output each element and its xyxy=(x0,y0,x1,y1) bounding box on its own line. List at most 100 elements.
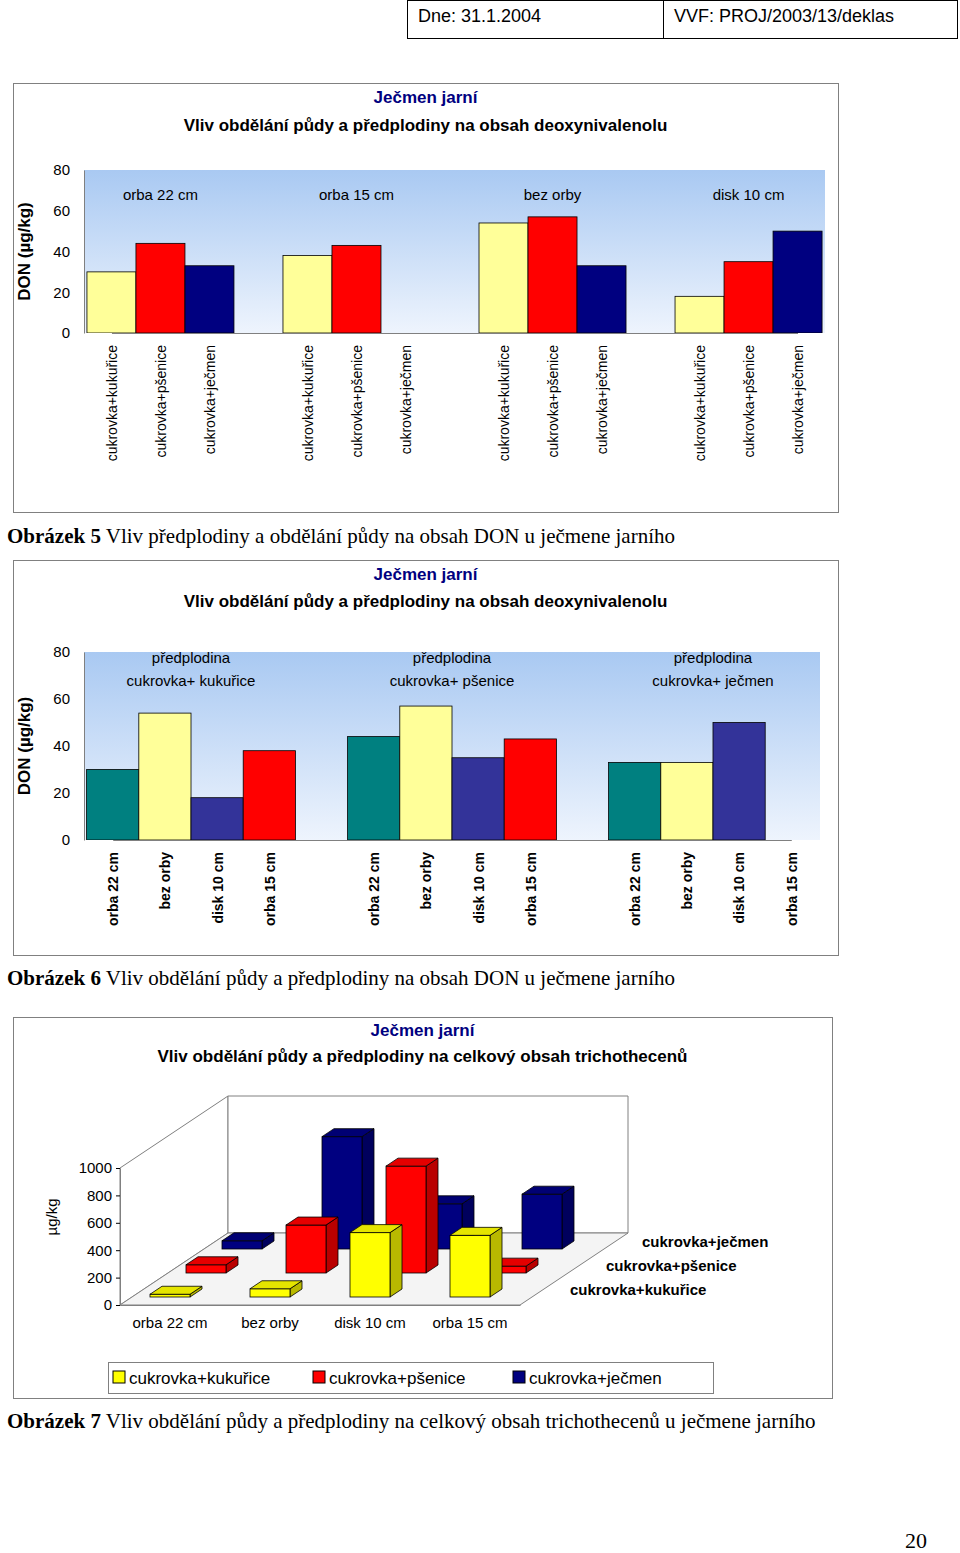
bar xyxy=(348,737,400,840)
axis-line xyxy=(120,1169,121,1306)
annotation-line: cukrovka+ pšenice xyxy=(390,672,515,689)
annotation: předplodinacukrovka+ ječmen xyxy=(652,649,773,689)
tick-label: cukrovka+kukuřice xyxy=(104,345,120,462)
bar-3d xyxy=(250,1281,302,1297)
tick: disk 10 cm xyxy=(210,840,226,924)
tick-label: cukrovka+ječmen xyxy=(594,345,610,454)
x-axis: cukrovka+kukuřice cukrovka+pšenice cukrovk… xyxy=(104,333,806,461)
annotation-line: předplodina xyxy=(152,649,231,666)
bar xyxy=(139,713,191,840)
annotation: předplodinacukrovka+ kukuřice xyxy=(127,649,256,689)
chart-frame xyxy=(14,84,839,513)
bar-top xyxy=(522,1186,574,1194)
bar xyxy=(332,245,381,333)
chart-title: Ječmen jarní xyxy=(374,565,479,584)
header: Dne: 31.1.2004 VVF: PROJ/2003/13/deklas xyxy=(408,1,958,39)
bar xyxy=(191,798,243,840)
tick: disk 10 cm xyxy=(470,840,486,924)
bar xyxy=(286,1225,326,1273)
bar xyxy=(528,217,577,333)
tick: bez orby xyxy=(241,1305,299,1331)
tick-label: 0 xyxy=(62,831,70,848)
series-label: cukrovka+kukuřice xyxy=(570,1281,706,1298)
y-axis: 02004006008001000 xyxy=(79,1159,121,1313)
axis-line xyxy=(112,333,798,334)
tick: cukrovka+ječmen xyxy=(790,333,806,454)
bar-side xyxy=(326,1217,338,1273)
chart: Ječmen jarníVliv obdělání půdy a předplo… xyxy=(14,84,839,513)
annotation: orba 15 cm xyxy=(319,186,394,203)
bar xyxy=(243,751,295,840)
header-box xyxy=(408,1,664,39)
annotation: disk 10 cm xyxy=(713,186,785,203)
tick-label: bez orby xyxy=(418,852,434,910)
tick: 0 xyxy=(104,1296,120,1313)
bar-3d xyxy=(222,1233,274,1249)
bar xyxy=(400,706,452,840)
chart-frame xyxy=(14,561,839,956)
tick-mark xyxy=(116,1168,120,1169)
bar xyxy=(522,1194,562,1249)
tick: orba 22 cm xyxy=(105,840,121,926)
bar-3d xyxy=(286,1217,338,1273)
tick-label: disk 10 cm xyxy=(731,852,747,924)
tick: 80 xyxy=(53,161,84,178)
tick-label: orba 22 cm xyxy=(132,1314,207,1331)
annotations: orba 22 cmorba 15 cmbez orbydisk 10 cm xyxy=(123,186,784,203)
tick-label: 200 xyxy=(87,1269,112,1286)
annotation: bez orby xyxy=(524,186,582,203)
tick: 600 xyxy=(87,1214,120,1231)
tick-label: 600 xyxy=(87,1214,112,1231)
chart: Ječmen jarníVliv obdělání půdy a předplo… xyxy=(14,1018,833,1399)
bar xyxy=(713,723,765,841)
legend-label: cukrovka+ječmen xyxy=(529,1369,662,1388)
bar xyxy=(350,1233,390,1297)
tick-label: bez orby xyxy=(157,852,173,910)
y-axis-title: µg/kg xyxy=(43,1199,60,1236)
tick-label: cukrovka+pšenice xyxy=(741,345,757,458)
caption-text: Vliv předplodiny a obdělání půdy na obsa… xyxy=(106,524,675,548)
tick-label: 1000 xyxy=(79,1159,112,1176)
tick-label: 40 xyxy=(53,737,70,754)
tick-label: 0 xyxy=(104,1296,112,1313)
header-text: VVF: PROJ/2003/13/deklas xyxy=(674,6,894,26)
tick-mark xyxy=(116,1305,120,1306)
tick-label: 80 xyxy=(53,161,70,178)
tick-label: disk 10 cm xyxy=(210,852,226,924)
tick: 0 xyxy=(62,324,84,341)
bar xyxy=(661,762,713,840)
bar-side xyxy=(490,1227,502,1297)
tick: orba 15 cm xyxy=(523,840,539,926)
bar xyxy=(87,770,139,841)
tick: 60 xyxy=(53,202,84,219)
tick-label: cukrovka+pšenice xyxy=(153,345,169,458)
legend-label: cukrovka+kukuřice xyxy=(129,1369,270,1388)
caption-text: Vliv obdělání půdy a předplodiny na celk… xyxy=(106,1409,816,1433)
bar xyxy=(504,739,556,840)
bar-3d xyxy=(450,1227,502,1297)
tick-label: cukrovka+kukuřice xyxy=(692,345,708,462)
tick: cukrovka+ječmen xyxy=(594,333,610,454)
tick-label: 80 xyxy=(53,643,70,660)
bar xyxy=(283,256,332,333)
tick: 60 xyxy=(53,690,84,707)
y-axis-title: DON (µg/kg) xyxy=(15,697,34,796)
plot-area xyxy=(84,652,820,840)
tick: cukrovka+pšenice xyxy=(545,333,561,457)
bar xyxy=(577,266,626,333)
bar xyxy=(186,1265,226,1273)
bar xyxy=(87,272,136,333)
tick-label: 60 xyxy=(53,690,70,707)
bar xyxy=(724,262,773,333)
header-text: Dne: 31.1.2004 xyxy=(418,6,541,26)
tick-label: 400 xyxy=(87,1242,112,1259)
chart: Ječmen jarní Vliv obdělání půdy a předplo… xyxy=(14,561,839,956)
series-label: cukrovka+ječmen xyxy=(642,1233,768,1250)
bar-side xyxy=(562,1186,574,1249)
bars xyxy=(87,217,822,333)
tick-label: orba 22 cm xyxy=(627,852,643,926)
bar xyxy=(250,1289,290,1297)
chart-subtitle: Vliv obdělání půdy a předplodiny na obsa… xyxy=(184,592,668,611)
bar-top xyxy=(286,1217,338,1225)
bar-top xyxy=(386,1158,438,1166)
